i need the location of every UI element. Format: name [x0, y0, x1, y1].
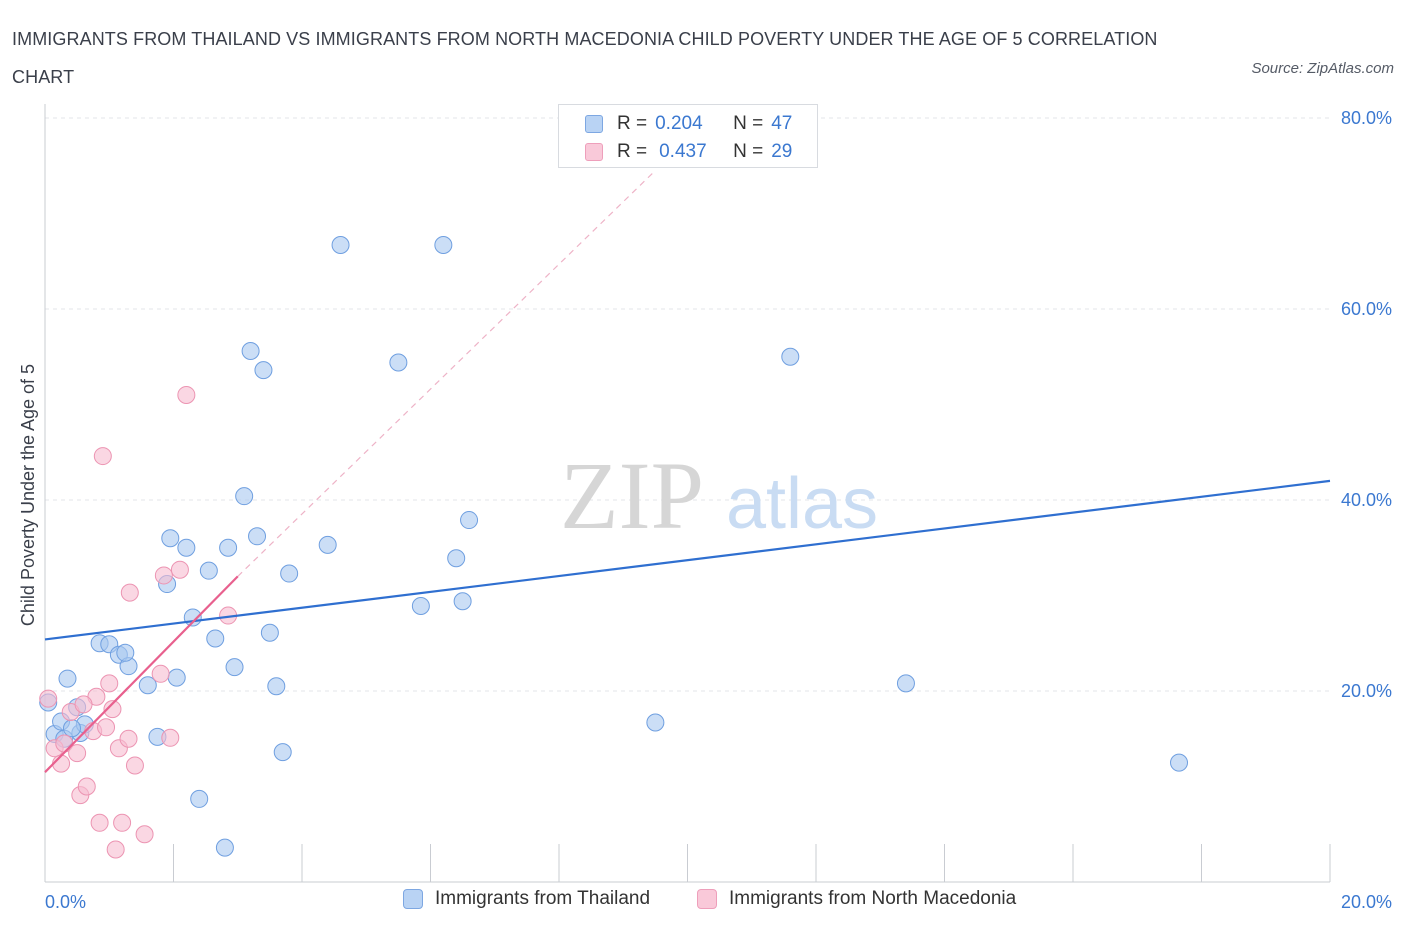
thailand-point — [206, 629, 225, 648]
thailand-point — [254, 361, 273, 380]
axes — [44, 104, 1331, 883]
legend-r-value-macedonia: 0.437 — [659, 141, 707, 162]
y-axis-label: Child Poverty Under the Age of 5 — [18, 364, 38, 626]
macedonia-points — [39, 385, 238, 859]
thailand-point — [646, 713, 665, 732]
source-label: Source: ZipAtlas.com — [1251, 60, 1394, 77]
thailand-point — [225, 658, 244, 677]
macedonia-point — [100, 674, 119, 693]
y-tick-label: 80.0% — [1341, 108, 1392, 128]
macedonia-point — [97, 718, 116, 737]
trend-lines — [44, 170, 1331, 773]
y-tick-label: 20.0% — [1341, 681, 1392, 701]
watermark-atlas: atlas — [726, 464, 878, 544]
legend-n-label: N = — [733, 113, 764, 134]
thailand-point — [190, 789, 209, 808]
thailand-point — [460, 511, 479, 530]
macedonia-point — [125, 756, 144, 775]
thailand-point — [434, 236, 453, 255]
legend-r-value-thailand: 0.204 — [655, 113, 703, 134]
thailand-trend-line — [44, 479, 1331, 641]
macedonia-legend-swatch — [697, 889, 717, 909]
macedonia-point — [39, 689, 58, 708]
thailand-point — [1170, 753, 1189, 772]
macedonia-swatch — [585, 143, 603, 161]
thailand-point — [58, 669, 77, 688]
legend-label-macedonia: Immigrants from North Macedonia — [729, 888, 1017, 909]
thailand-point — [62, 719, 81, 738]
thailand-point — [453, 592, 472, 611]
macedonia-point — [106, 840, 125, 859]
macedonia-point — [103, 700, 122, 719]
legend-item-thailand[interactable]: Immigrants from Thailand — [403, 888, 650, 910]
thailand-point — [781, 347, 800, 366]
thailand-point — [167, 668, 186, 687]
legend-row-macedonia: R = 0.437 N = 29 — [585, 140, 792, 164]
thailand-point — [273, 743, 292, 762]
thailand-point — [215, 838, 234, 857]
macedonia-point — [74, 695, 93, 714]
legend-r-label: R = — [617, 113, 648, 134]
macedonia-point — [120, 583, 139, 602]
macedonia-point — [93, 447, 112, 466]
y-tick-label: 40.0% — [1341, 490, 1392, 510]
thailand-point — [161, 529, 180, 548]
y-tick-labels: 20.0% 40.0% 60.0% 80.0% — [1341, 108, 1392, 701]
chart-title: IMMIGRANTS FROM THAILAND VS IMMIGRANTS F… — [12, 29, 1158, 87]
thailand-swatch — [585, 115, 603, 133]
thailand-point — [267, 677, 286, 696]
thailand-point — [248, 527, 267, 546]
legend-row-thailand: R = 0.204 N = 47 — [585, 112, 792, 136]
gridlines — [45, 117, 1330, 692]
thailand-point — [219, 538, 238, 557]
thailand-point — [280, 564, 299, 583]
thailand-point — [241, 342, 260, 361]
macedonia-point — [77, 777, 96, 796]
legend-r-label: R = — [617, 141, 648, 162]
watermark: ZIP atlas — [560, 442, 878, 549]
thailand-point — [447, 549, 466, 568]
macedonia-point — [151, 664, 170, 683]
legend-n-label: N = — [733, 141, 764, 162]
macedonia-trend-line — [44, 575, 239, 773]
macedonia-trend-extension — [237, 170, 656, 577]
thailand-point — [389, 353, 408, 372]
thailand-point — [235, 487, 254, 506]
legend-n-value-thailand: 47 — [771, 113, 793, 134]
thailand-point — [177, 538, 196, 557]
macedonia-point — [119, 729, 138, 748]
watermark-zip: ZIP — [560, 442, 704, 549]
macedonia-point — [68, 744, 87, 763]
macedonia-point — [135, 825, 154, 844]
thailand-point — [896, 674, 915, 693]
legend-n-value-macedonia: 29 — [771, 141, 793, 162]
thailand-point — [199, 561, 218, 580]
thailand-point — [318, 535, 337, 554]
thailand-point — [116, 643, 135, 662]
thailand-point — [138, 676, 157, 695]
legend-label-thailand: Immigrants from Thailand — [435, 888, 651, 909]
x-tick-labels: 0.0% 20.0% — [45, 892, 1392, 912]
macedonia-point — [154, 566, 173, 585]
x-tick-label: 20.0% — [1341, 892, 1392, 912]
legend-item-macedonia[interactable]: Immigrants from North Macedonia — [697, 888, 1016, 910]
correlation-legend: R = 0.204 N = 47 R = 0.437 N = 29 — [558, 104, 818, 168]
macedonia-point — [161, 728, 180, 747]
thailand-point — [331, 236, 350, 255]
macedonia-point — [170, 560, 189, 579]
x-tick-label: 0.0% — [45, 892, 86, 912]
y-tick-label: 60.0% — [1341, 299, 1392, 319]
macedonia-point — [52, 754, 71, 773]
macedonia-point — [113, 813, 132, 832]
macedonia-point — [177, 385, 196, 404]
thailand-legend-swatch — [403, 889, 423, 909]
thailand-point — [411, 597, 430, 616]
series-legend: Immigrants from Thailand Immigrants from… — [0, 888, 1406, 916]
thailand-point — [260, 623, 279, 642]
macedonia-point — [90, 813, 109, 832]
